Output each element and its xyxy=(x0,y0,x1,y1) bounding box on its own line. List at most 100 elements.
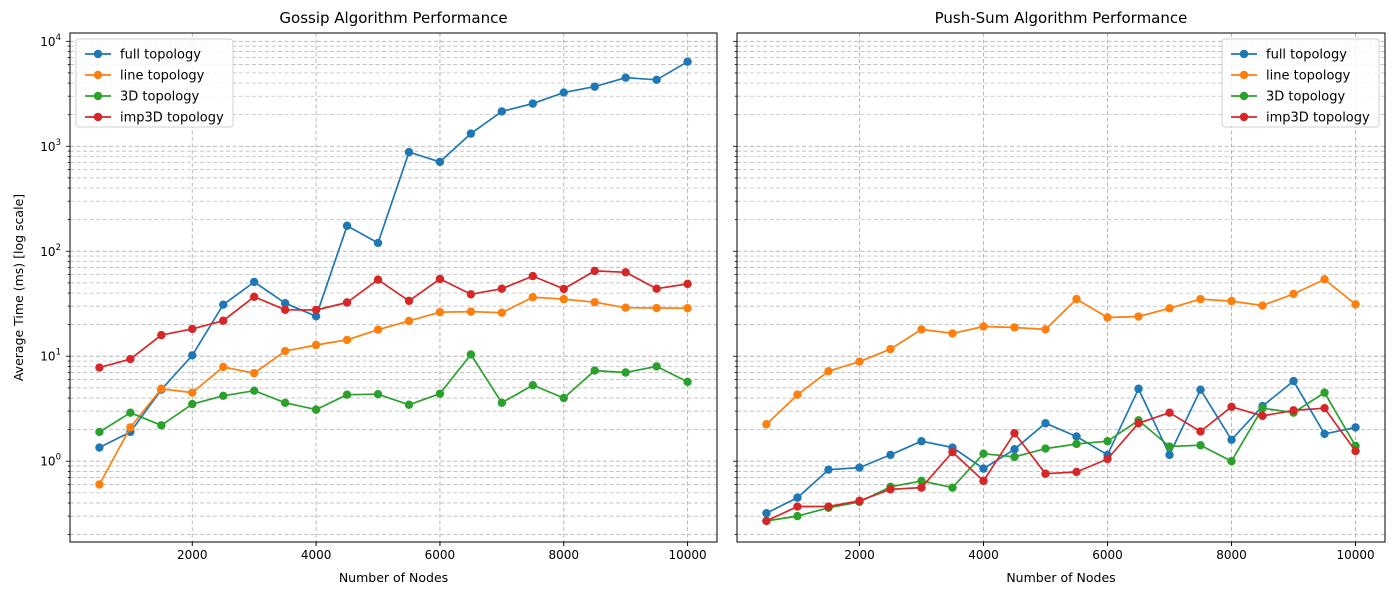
legend-label: line topology xyxy=(1266,69,1351,84)
data-point xyxy=(280,299,290,308)
data-point xyxy=(95,480,104,489)
axes-frame xyxy=(69,32,718,543)
data-point xyxy=(497,308,507,317)
data-point xyxy=(342,335,352,345)
y-tick-label: 104 xyxy=(40,33,61,49)
data-point xyxy=(948,483,957,492)
data-point xyxy=(311,305,321,315)
legend-box xyxy=(1221,38,1380,128)
legend-item: 3D topology xyxy=(85,90,199,105)
data-point xyxy=(435,389,445,398)
data-point xyxy=(497,107,507,116)
data-point xyxy=(1227,296,1236,306)
data-point xyxy=(590,266,599,276)
data-point xyxy=(1165,442,1174,451)
series-line xyxy=(766,380,1356,514)
y-tick-base: 10 xyxy=(40,245,55,259)
data-point xyxy=(1010,452,1019,462)
data-point xyxy=(824,465,833,474)
data-point xyxy=(1320,429,1329,439)
data-point xyxy=(1227,402,1236,411)
data-point xyxy=(1351,446,1360,456)
data-point xyxy=(126,354,135,364)
y-tick-label: 102 xyxy=(40,243,61,259)
data-point xyxy=(948,447,957,457)
data-point xyxy=(373,238,383,248)
data-point xyxy=(1041,419,1050,428)
data-point xyxy=(1041,469,1050,478)
data-point xyxy=(435,274,445,284)
data-point xyxy=(793,502,802,511)
data-point xyxy=(621,303,630,312)
data-point xyxy=(1103,313,1112,322)
data-point xyxy=(1134,312,1143,321)
chart-panel-1: 2000 4000 6000 8000 10000100101102103104Goss… xyxy=(11,9,718,585)
data-point xyxy=(342,221,352,230)
data-point xyxy=(95,427,104,437)
data-point xyxy=(219,362,228,372)
legend: full topology line topology 3D topology imp… xyxy=(1221,38,1380,128)
data-point xyxy=(435,157,445,167)
data-point xyxy=(249,386,259,395)
data-point xyxy=(559,88,568,97)
data-point xyxy=(590,82,599,91)
series-4 xyxy=(762,402,1360,526)
data-point xyxy=(373,275,383,284)
legend-item: full topology xyxy=(1231,48,1347,63)
legend-item: line topology xyxy=(1231,69,1351,84)
data-point xyxy=(280,346,290,356)
legend-marker xyxy=(1239,70,1249,80)
data-point xyxy=(621,368,630,377)
data-point xyxy=(95,443,104,452)
data-point xyxy=(466,129,476,138)
legend-label: 3D topology xyxy=(120,90,199,105)
data-point xyxy=(249,368,259,378)
data-point xyxy=(311,312,321,321)
y-tick-base: 10 xyxy=(40,140,55,154)
y-tick-exponent: 3 xyxy=(56,138,61,148)
data-point xyxy=(1258,411,1267,421)
data-point xyxy=(683,57,692,66)
data-point xyxy=(1165,408,1174,417)
x-tick-label: 4000 xyxy=(301,548,332,562)
data-point xyxy=(793,511,802,521)
data-point xyxy=(280,305,290,314)
series-3 xyxy=(95,350,692,437)
legend-label: imp3D topology xyxy=(120,111,224,126)
data-point xyxy=(528,99,538,108)
legend-marker xyxy=(93,91,103,101)
data-point xyxy=(342,298,352,307)
y-tick-base: 10 xyxy=(40,350,55,364)
y-tick-label: 103 xyxy=(40,138,61,154)
data-point xyxy=(979,476,988,486)
data-point xyxy=(590,366,599,375)
legend-marker xyxy=(93,70,103,80)
data-point xyxy=(824,367,833,376)
data-point xyxy=(466,350,476,359)
data-point xyxy=(979,449,988,458)
legend-item: 3D topology xyxy=(1231,90,1345,105)
data-point xyxy=(886,450,895,460)
data-point xyxy=(1258,403,1267,413)
legend-label: full topology xyxy=(120,48,201,63)
x-tick-label: 4000 xyxy=(968,548,999,562)
data-point xyxy=(948,329,957,338)
data-point xyxy=(855,496,864,505)
data-point xyxy=(855,357,864,366)
series-line xyxy=(766,405,1357,522)
legend-label: imp3D topology xyxy=(1266,111,1370,126)
data-point xyxy=(1351,423,1360,432)
data-point xyxy=(917,437,926,446)
series-line xyxy=(99,60,689,449)
data-point xyxy=(126,408,135,417)
legend-item: imp3D topology xyxy=(1231,111,1370,126)
data-point xyxy=(188,351,197,360)
y-tick-exponent: 0 xyxy=(56,453,61,463)
legend-item: full topology xyxy=(85,48,201,63)
series-line xyxy=(98,353,688,433)
data-point xyxy=(1196,441,1205,450)
y-tick-exponent: 2 xyxy=(56,243,61,253)
data-point xyxy=(559,393,568,403)
data-point xyxy=(621,73,630,82)
